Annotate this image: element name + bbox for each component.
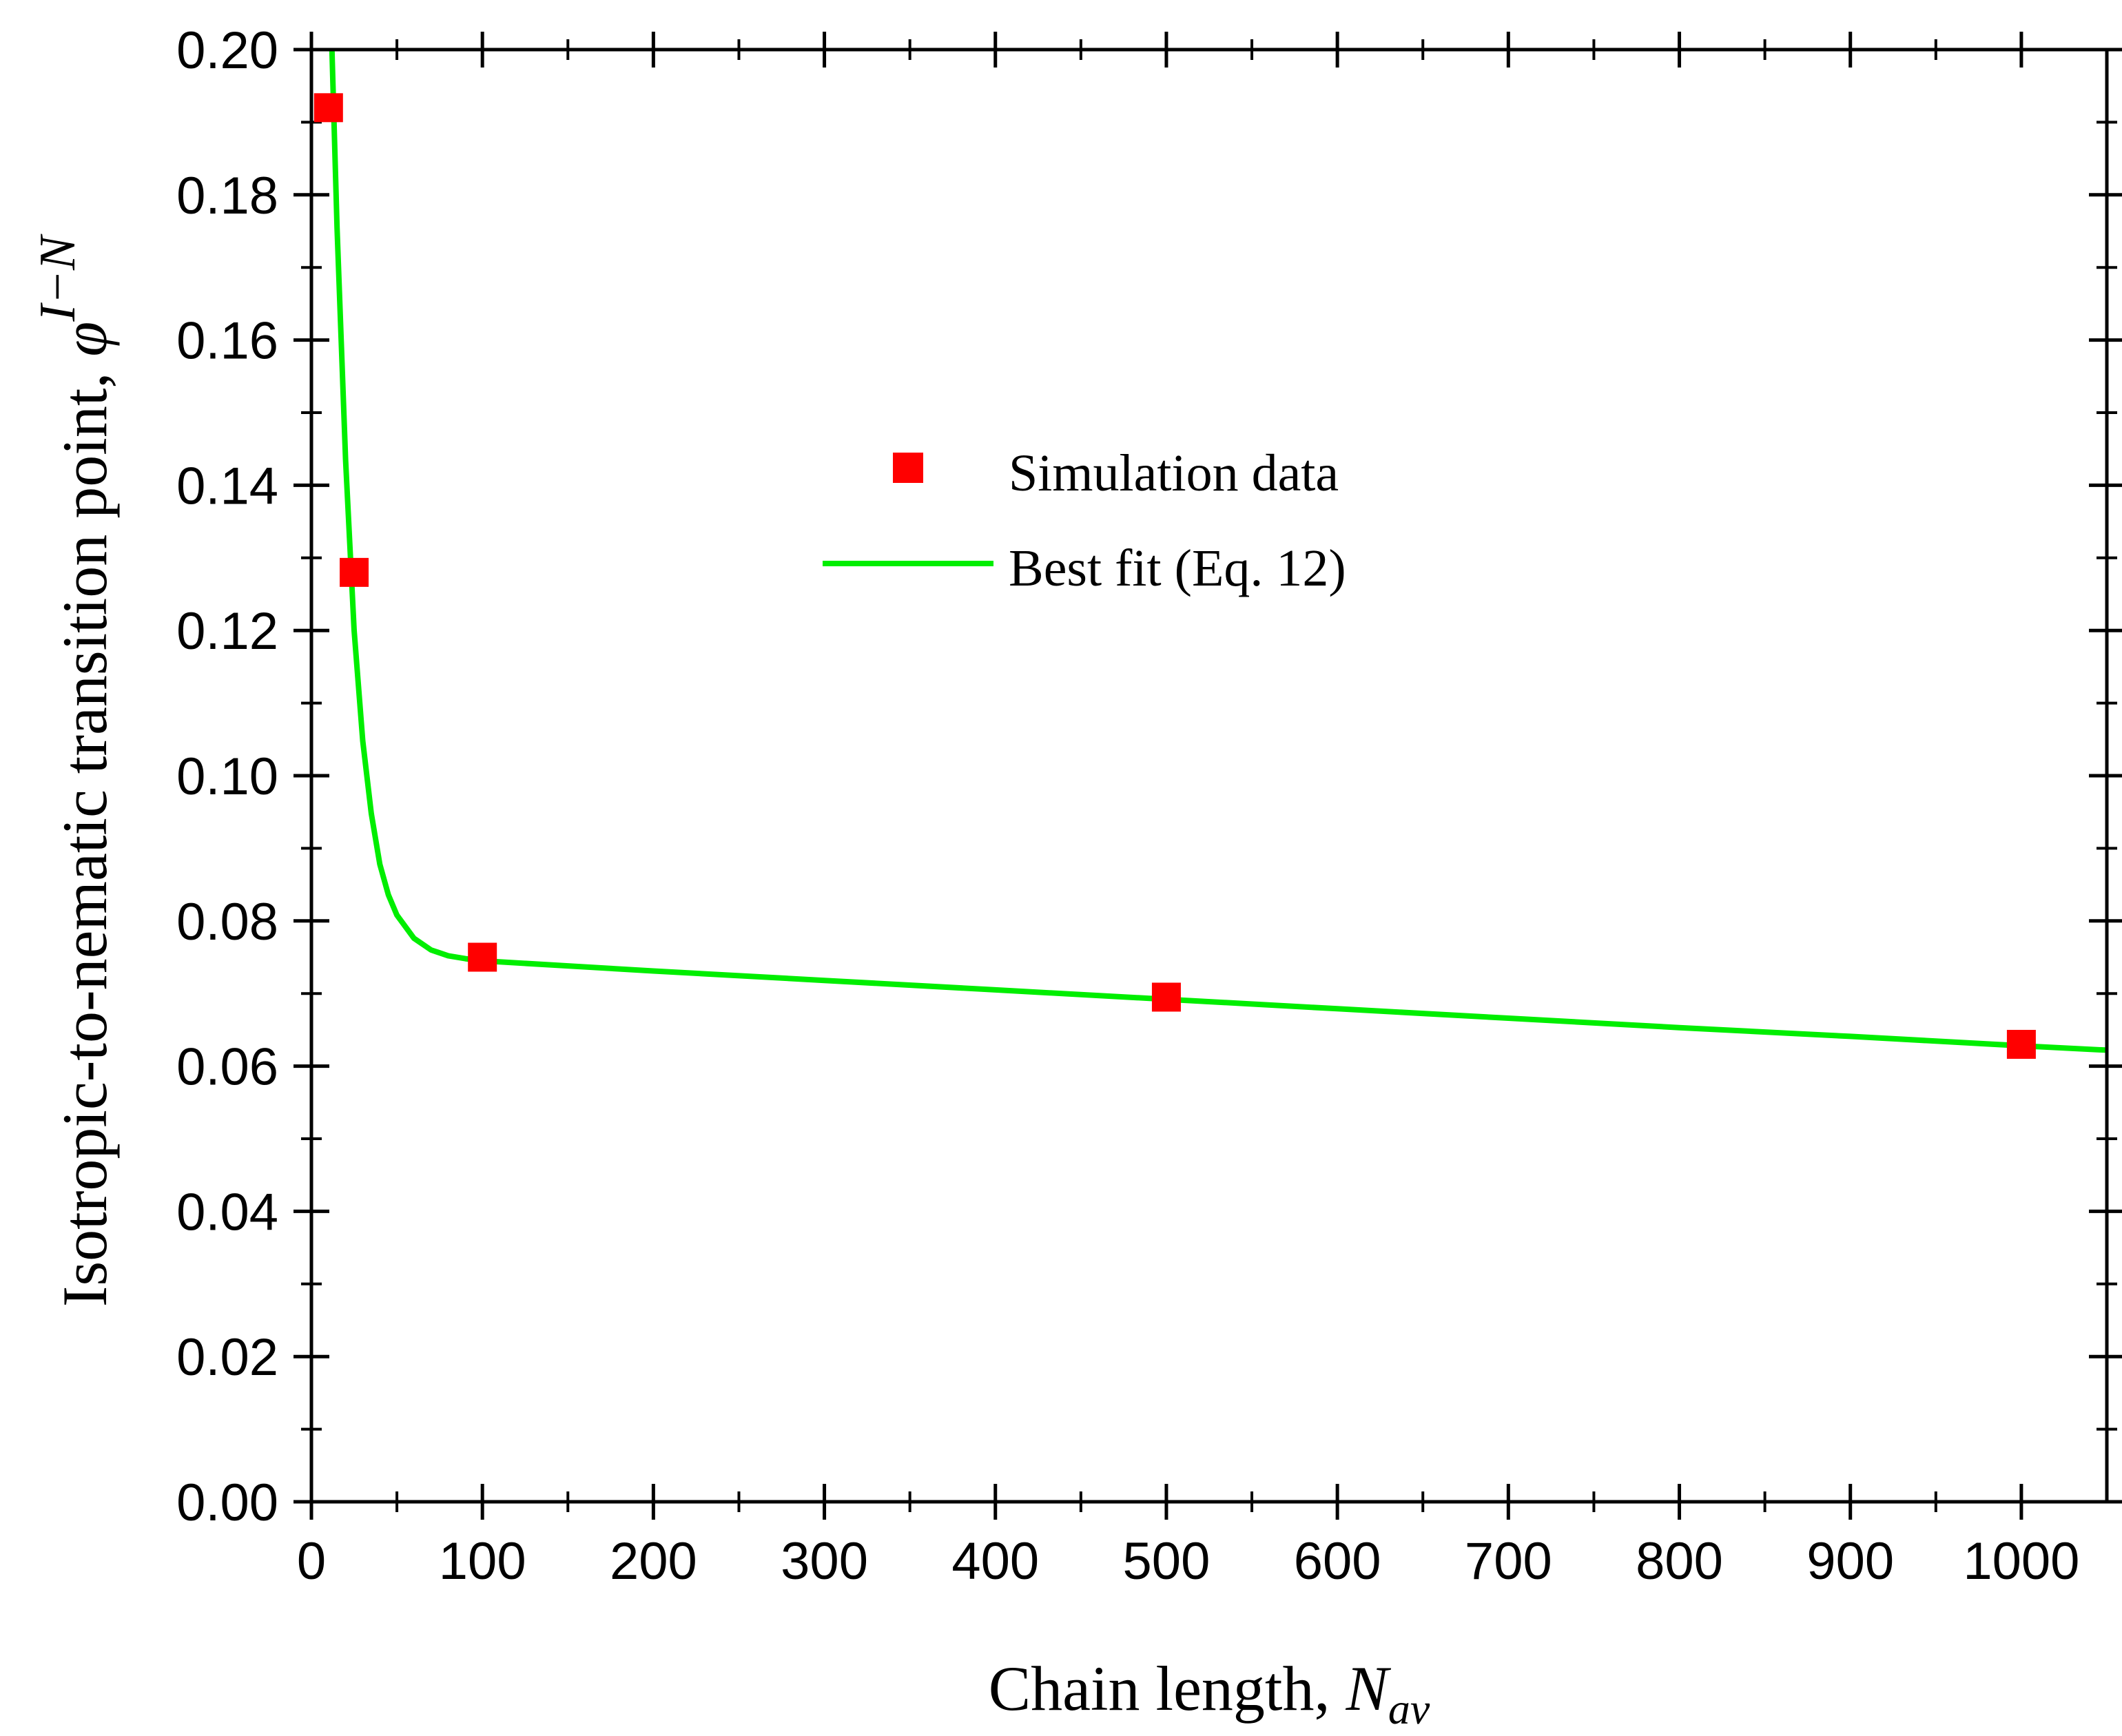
x-tick-label: 0 xyxy=(297,1532,326,1591)
x-axis-title-subscript: av xyxy=(1388,1684,1430,1733)
x-axis-title: Chain length, Nav xyxy=(989,1653,1430,1733)
y-tick-label: 0.14 xyxy=(176,457,278,515)
simulation-data-point xyxy=(340,557,369,587)
x-tick-label: 500 xyxy=(1123,1532,1211,1591)
plot-frame xyxy=(309,48,2109,1504)
y-tick-label: 0.16 xyxy=(176,312,278,371)
x-tick-label: 100 xyxy=(439,1532,526,1591)
x-tick-label: 300 xyxy=(781,1532,868,1591)
x-tick-label: 400 xyxy=(951,1532,1039,1591)
legend: Simulation data Best fit (Eq. 12) xyxy=(823,444,1346,597)
y-axis-ticks: 0.00 0.02 0.04 0.06 0.08 0.10 0.12 0.14 0.16 0.18… xyxy=(176,21,2122,1532)
x-axis-ticks: 0 100 200 300 400 500 600 700 800 900 1000 xyxy=(297,32,2079,1591)
y-tick-label: 0.06 xyxy=(176,1038,278,1097)
y-tick-label: 0.12 xyxy=(176,602,278,661)
y-axis-title-variable: φ xyxy=(50,322,120,357)
y-tick-label: 0.18 xyxy=(176,167,278,225)
y-axis-title-superscript: I−N xyxy=(30,234,86,322)
legend-marker-simulation xyxy=(893,453,923,483)
simulation-data-point xyxy=(2006,1029,2036,1059)
x-axis-title-text: Chain length, xyxy=(989,1653,1346,1724)
x-axis-title-variable: N xyxy=(1345,1653,1391,1724)
simulation-data-point xyxy=(313,93,343,123)
legend-label-best-fit: Best fit (Eq. 12) xyxy=(1009,539,1346,597)
y-tick-label: 0.10 xyxy=(176,747,278,806)
x-tick-label: 1000 xyxy=(1963,1532,2079,1591)
y-tick-label: 0.08 xyxy=(176,893,278,951)
series-layer xyxy=(313,49,2108,1059)
y-tick-label: 0.04 xyxy=(176,1183,278,1241)
simulation-data-point xyxy=(468,942,497,972)
best-fit-line xyxy=(329,49,2108,1053)
legend-label-simulation: Simulation data xyxy=(1009,444,1339,502)
x-tick-label: 800 xyxy=(1636,1532,1723,1591)
x-tick-label: 200 xyxy=(610,1532,697,1591)
x-tick-label: 900 xyxy=(1806,1532,1894,1591)
x-tick-label: 700 xyxy=(1465,1532,1552,1591)
x-tick-label: 600 xyxy=(1294,1532,1381,1591)
y-axis-title-text: Isotropic-to-nematic transition point, xyxy=(50,357,120,1308)
y-tick-label: 0.00 xyxy=(176,1474,278,1532)
y-axis-title: Isotropic-to-nematic transition point, φ… xyxy=(30,234,120,1307)
simulation-data-point xyxy=(1151,982,1181,1012)
y-tick-label: 0.02 xyxy=(176,1328,278,1387)
y-tick-label: 0.20 xyxy=(176,21,278,80)
